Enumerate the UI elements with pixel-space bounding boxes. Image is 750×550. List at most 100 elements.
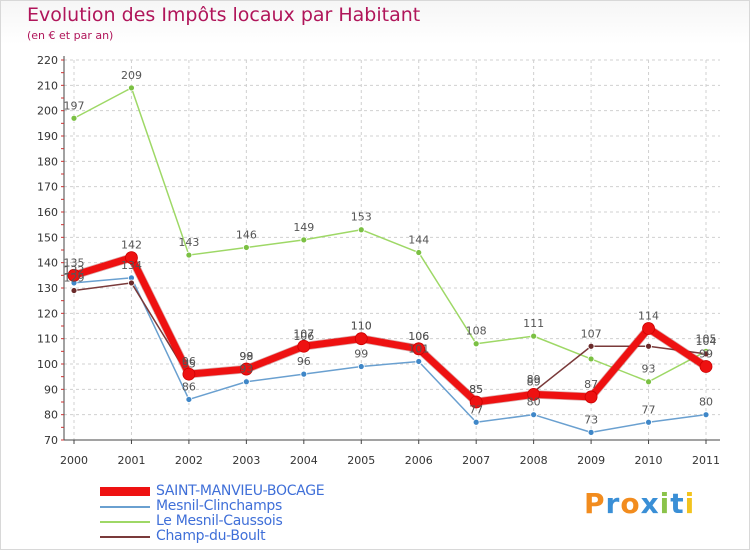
data-point <box>125 251 138 265</box>
x-tick-label: 2002 <box>175 454 203 467</box>
chart-title: Evolution des Impôts locaux par Habitant <box>27 4 421 26</box>
data-point <box>587 342 595 350</box>
x-tick-label: 2006 <box>405 454 433 467</box>
y-tick-label: 150 <box>37 231 58 244</box>
data-label: 85 <box>469 383 483 396</box>
data-label: 77 <box>469 403 483 416</box>
data-point <box>70 114 78 122</box>
data-label: 107 <box>293 327 314 340</box>
data-label: 93 <box>239 363 253 376</box>
x-tick-label: 2009 <box>577 454 605 467</box>
data-point <box>587 355 595 363</box>
data-point <box>587 428 595 436</box>
data-label: 85 <box>469 383 483 396</box>
data-point <box>182 367 196 381</box>
data-label: 129 <box>64 272 85 285</box>
data-point <box>357 226 365 234</box>
data-label: 108 <box>466 325 487 338</box>
data-point <box>469 395 483 409</box>
data-label: 80 <box>527 396 541 409</box>
data-point <box>527 387 541 401</box>
series-line <box>72 254 708 406</box>
data-point <box>472 418 480 426</box>
data-label: 99 <box>699 348 713 361</box>
y-tick-label: 180 <box>37 155 58 168</box>
data-label: 80 <box>699 396 713 409</box>
data-label: 135 <box>64 256 85 269</box>
data-label: 146 <box>236 228 257 241</box>
data-label: 197 <box>64 99 85 112</box>
data-point <box>702 411 710 419</box>
legend-label: SAINT-MANVIEU-BOCAGE <box>156 483 325 499</box>
y-tick-label: 70 <box>44 434 58 447</box>
x-tick-label: 2003 <box>232 454 260 467</box>
data-label: 101 <box>408 342 429 355</box>
data-label: 99 <box>354 348 368 361</box>
data-label: 96 <box>297 355 311 368</box>
legend-swatch <box>100 536 150 538</box>
data-point <box>415 358 423 365</box>
y-tick-label: 130 <box>37 282 58 295</box>
data-label: 73 <box>584 413 598 426</box>
data-label: 132 <box>64 264 85 277</box>
data-point <box>415 249 423 256</box>
x-tick-label: 2000 <box>60 454 88 467</box>
data-label: 77 <box>642 403 656 416</box>
legend-label: Champ-du-Boult <box>156 528 266 544</box>
y-tick-label: 90 <box>44 383 58 396</box>
data-label: 153 <box>351 211 372 224</box>
y-tick-label: 140 <box>37 257 58 270</box>
data-point <box>645 418 652 426</box>
data-label: 89 <box>527 375 541 388</box>
legend-label: Mesnil-Clinchamps <box>156 498 282 514</box>
y-tick-label: 80 <box>44 409 58 422</box>
y-tick-label: 160 <box>37 206 58 219</box>
legend-swatch <box>100 521 150 523</box>
data-point <box>530 411 538 419</box>
data-point <box>128 279 135 287</box>
data-point <box>645 378 652 386</box>
legend-swatch <box>100 487 150 496</box>
series-line <box>73 277 707 434</box>
y-tick-label: 200 <box>37 105 58 118</box>
x-tick-label: 2011 <box>692 454 720 467</box>
data-point <box>67 268 81 282</box>
data-point <box>242 378 250 386</box>
data-label: 87 <box>584 378 598 391</box>
data-label: 111 <box>523 317 544 330</box>
data-point <box>699 360 713 373</box>
data-label: 134 <box>121 259 142 272</box>
data-point <box>412 342 426 356</box>
y-tick-label: 120 <box>37 307 58 320</box>
x-tick-label: 2008 <box>520 454 548 467</box>
data-point <box>642 322 655 335</box>
data-label: 114 <box>638 310 659 323</box>
data-label: 143 <box>178 236 199 249</box>
data-point <box>185 396 193 403</box>
data-point <box>530 332 538 340</box>
y-tick-label: 190 <box>37 130 58 143</box>
data-label: 209 <box>121 69 142 82</box>
x-tick-label: 2004 <box>290 454 318 467</box>
proxiti-logo: Proxiti <box>584 487 696 520</box>
data-point <box>645 342 652 350</box>
data-point <box>354 332 368 346</box>
data-label: 95 <box>182 358 196 371</box>
data-label: 106 <box>408 330 429 343</box>
x-tick-label: 2010 <box>635 454 663 467</box>
x-tick-label: 2005 <box>347 454 375 467</box>
legend-label: Le Mesnil-Caussois <box>156 513 283 529</box>
data-point <box>357 363 365 370</box>
data-label: 106 <box>408 330 429 343</box>
data-point <box>472 340 480 348</box>
data-point <box>239 362 253 376</box>
data-label: 99 <box>239 350 253 363</box>
data-label: 144 <box>408 234 429 247</box>
data-label: 107 <box>581 327 602 340</box>
data-point <box>242 244 250 251</box>
data-point <box>128 84 135 92</box>
legend-swatch <box>100 506 150 508</box>
data-point <box>185 251 193 259</box>
data-label: 149 <box>293 221 314 234</box>
